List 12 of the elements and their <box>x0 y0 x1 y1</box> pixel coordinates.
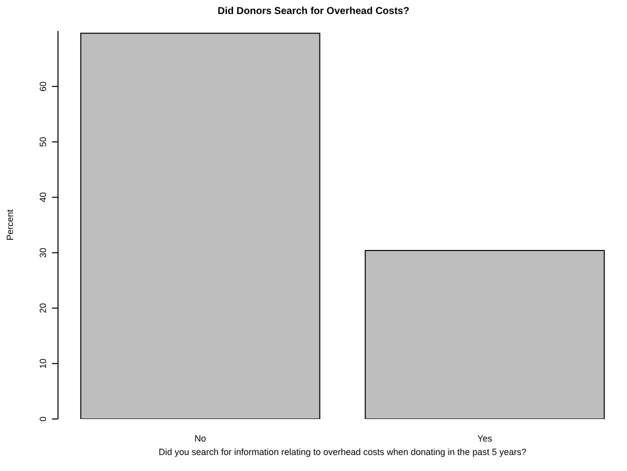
x-tick-label: Yes <box>477 433 493 444</box>
y-tick-label: 60 <box>38 81 48 92</box>
y-tick-label: 50 <box>38 136 48 147</box>
y-tick-label: 20 <box>38 303 48 314</box>
x-axis-title: Did you search for information relating to overhead costs when donating in the past 5 years? <box>158 447 526 457</box>
y-tick-label: 10 <box>38 358 48 369</box>
chart-title: Did Donors Search for Overhead Costs? <box>216 6 410 17</box>
y-tick-label: 30 <box>38 248 48 258</box>
y-tick-label: 0 <box>38 416 48 422</box>
y-axis-title: Percent <box>5 209 16 241</box>
x-tick-label: No <box>194 433 206 444</box>
y-tick-label: 40 <box>38 192 48 202</box>
